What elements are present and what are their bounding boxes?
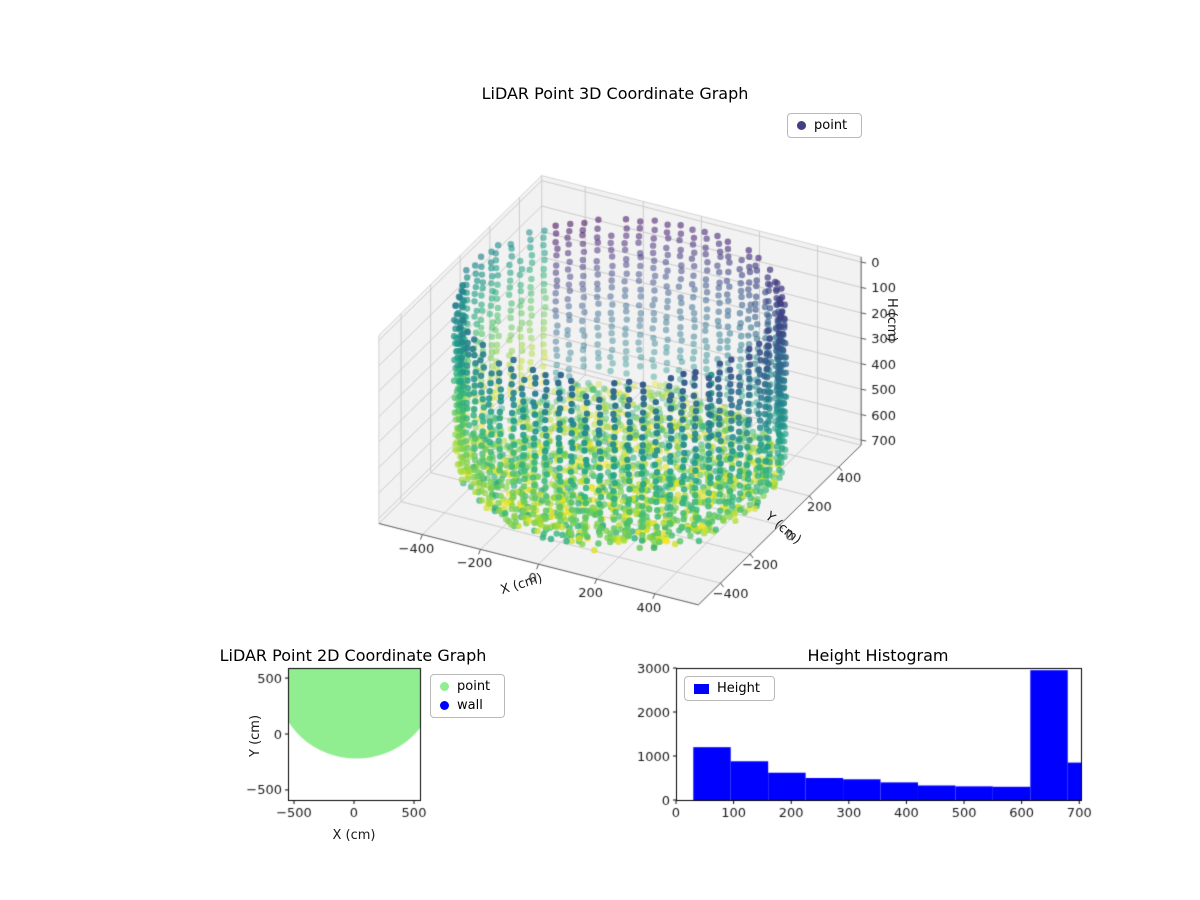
legend-label-point: point	[457, 679, 491, 694]
plot2d-yaxis-label: Y (cm)	[248, 714, 263, 757]
legend-label-height: Height	[717, 681, 760, 696]
plot2d-canvas	[240, 640, 530, 850]
histogram-legend: Height	[684, 676, 775, 701]
plot3d-title: LiDAR Point 3D Coordinate Graph	[481, 84, 749, 103]
plot3d-canvas	[330, 120, 910, 640]
plot2d-legend: point wall	[430, 674, 506, 718]
height-marker-icon	[694, 683, 709, 694]
point-marker-icon	[440, 682, 449, 691]
plot2d-xaxis-label: X (cm)	[332, 828, 376, 843]
legend-row-point: point	[440, 679, 490, 694]
legend-label-wall: wall	[457, 698, 483, 713]
legend-row-height: Height	[694, 681, 760, 696]
histogram-canvas	[630, 640, 1100, 850]
plot3d-zaxis-label: H (cm)	[884, 298, 899, 342]
wall-marker-icon	[440, 701, 449, 710]
legend-row-wall: wall	[440, 698, 490, 713]
